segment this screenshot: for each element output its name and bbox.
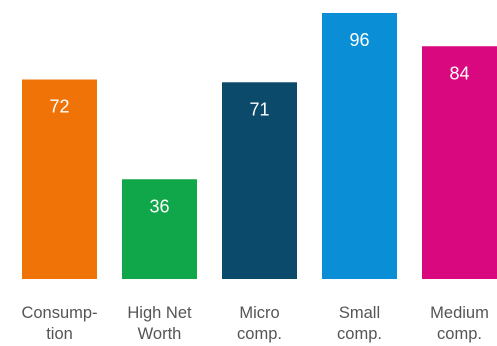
bar-3 — [322, 13, 397, 279]
category-labels-group: Consump-tion High Net Worth Micro comp. Small… — [21, 304, 488, 343]
category-label-2-line-1: comp. — [237, 325, 282, 343]
category-label-4-line-1: comp. — [437, 325, 482, 343]
bar-value-label-4: 84 — [449, 63, 469, 83]
value-labels-group: 72 36 71 96 84 — [49, 30, 469, 216]
bar-0 — [22, 79, 97, 279]
category-label-0-line-0: Consump- — [21, 304, 97, 322]
bars-group — [22, 13, 497, 279]
bar-2 — [222, 82, 297, 279]
category-label-4-line-0: Medium — [430, 304, 489, 322]
bar-4 — [422, 46, 497, 279]
category-label-1-line-0: High Net — [127, 304, 192, 322]
bar-value-label-2: 71 — [249, 99, 269, 119]
bar-1 — [122, 179, 197, 279]
category-label-0-line-1: tion — [46, 325, 73, 343]
category-label-1-line-1: Worth — [138, 325, 182, 343]
category-label-3-line-1: comp. — [337, 325, 382, 343]
category-label-2-line-0: Micro — [239, 304, 279, 322]
category-label-3-line-0: Small — [339, 304, 380, 322]
bar-value-label-0: 72 — [49, 97, 69, 117]
bar-value-label-1: 36 — [149, 196, 169, 216]
bar-value-label-3: 96 — [349, 30, 369, 50]
